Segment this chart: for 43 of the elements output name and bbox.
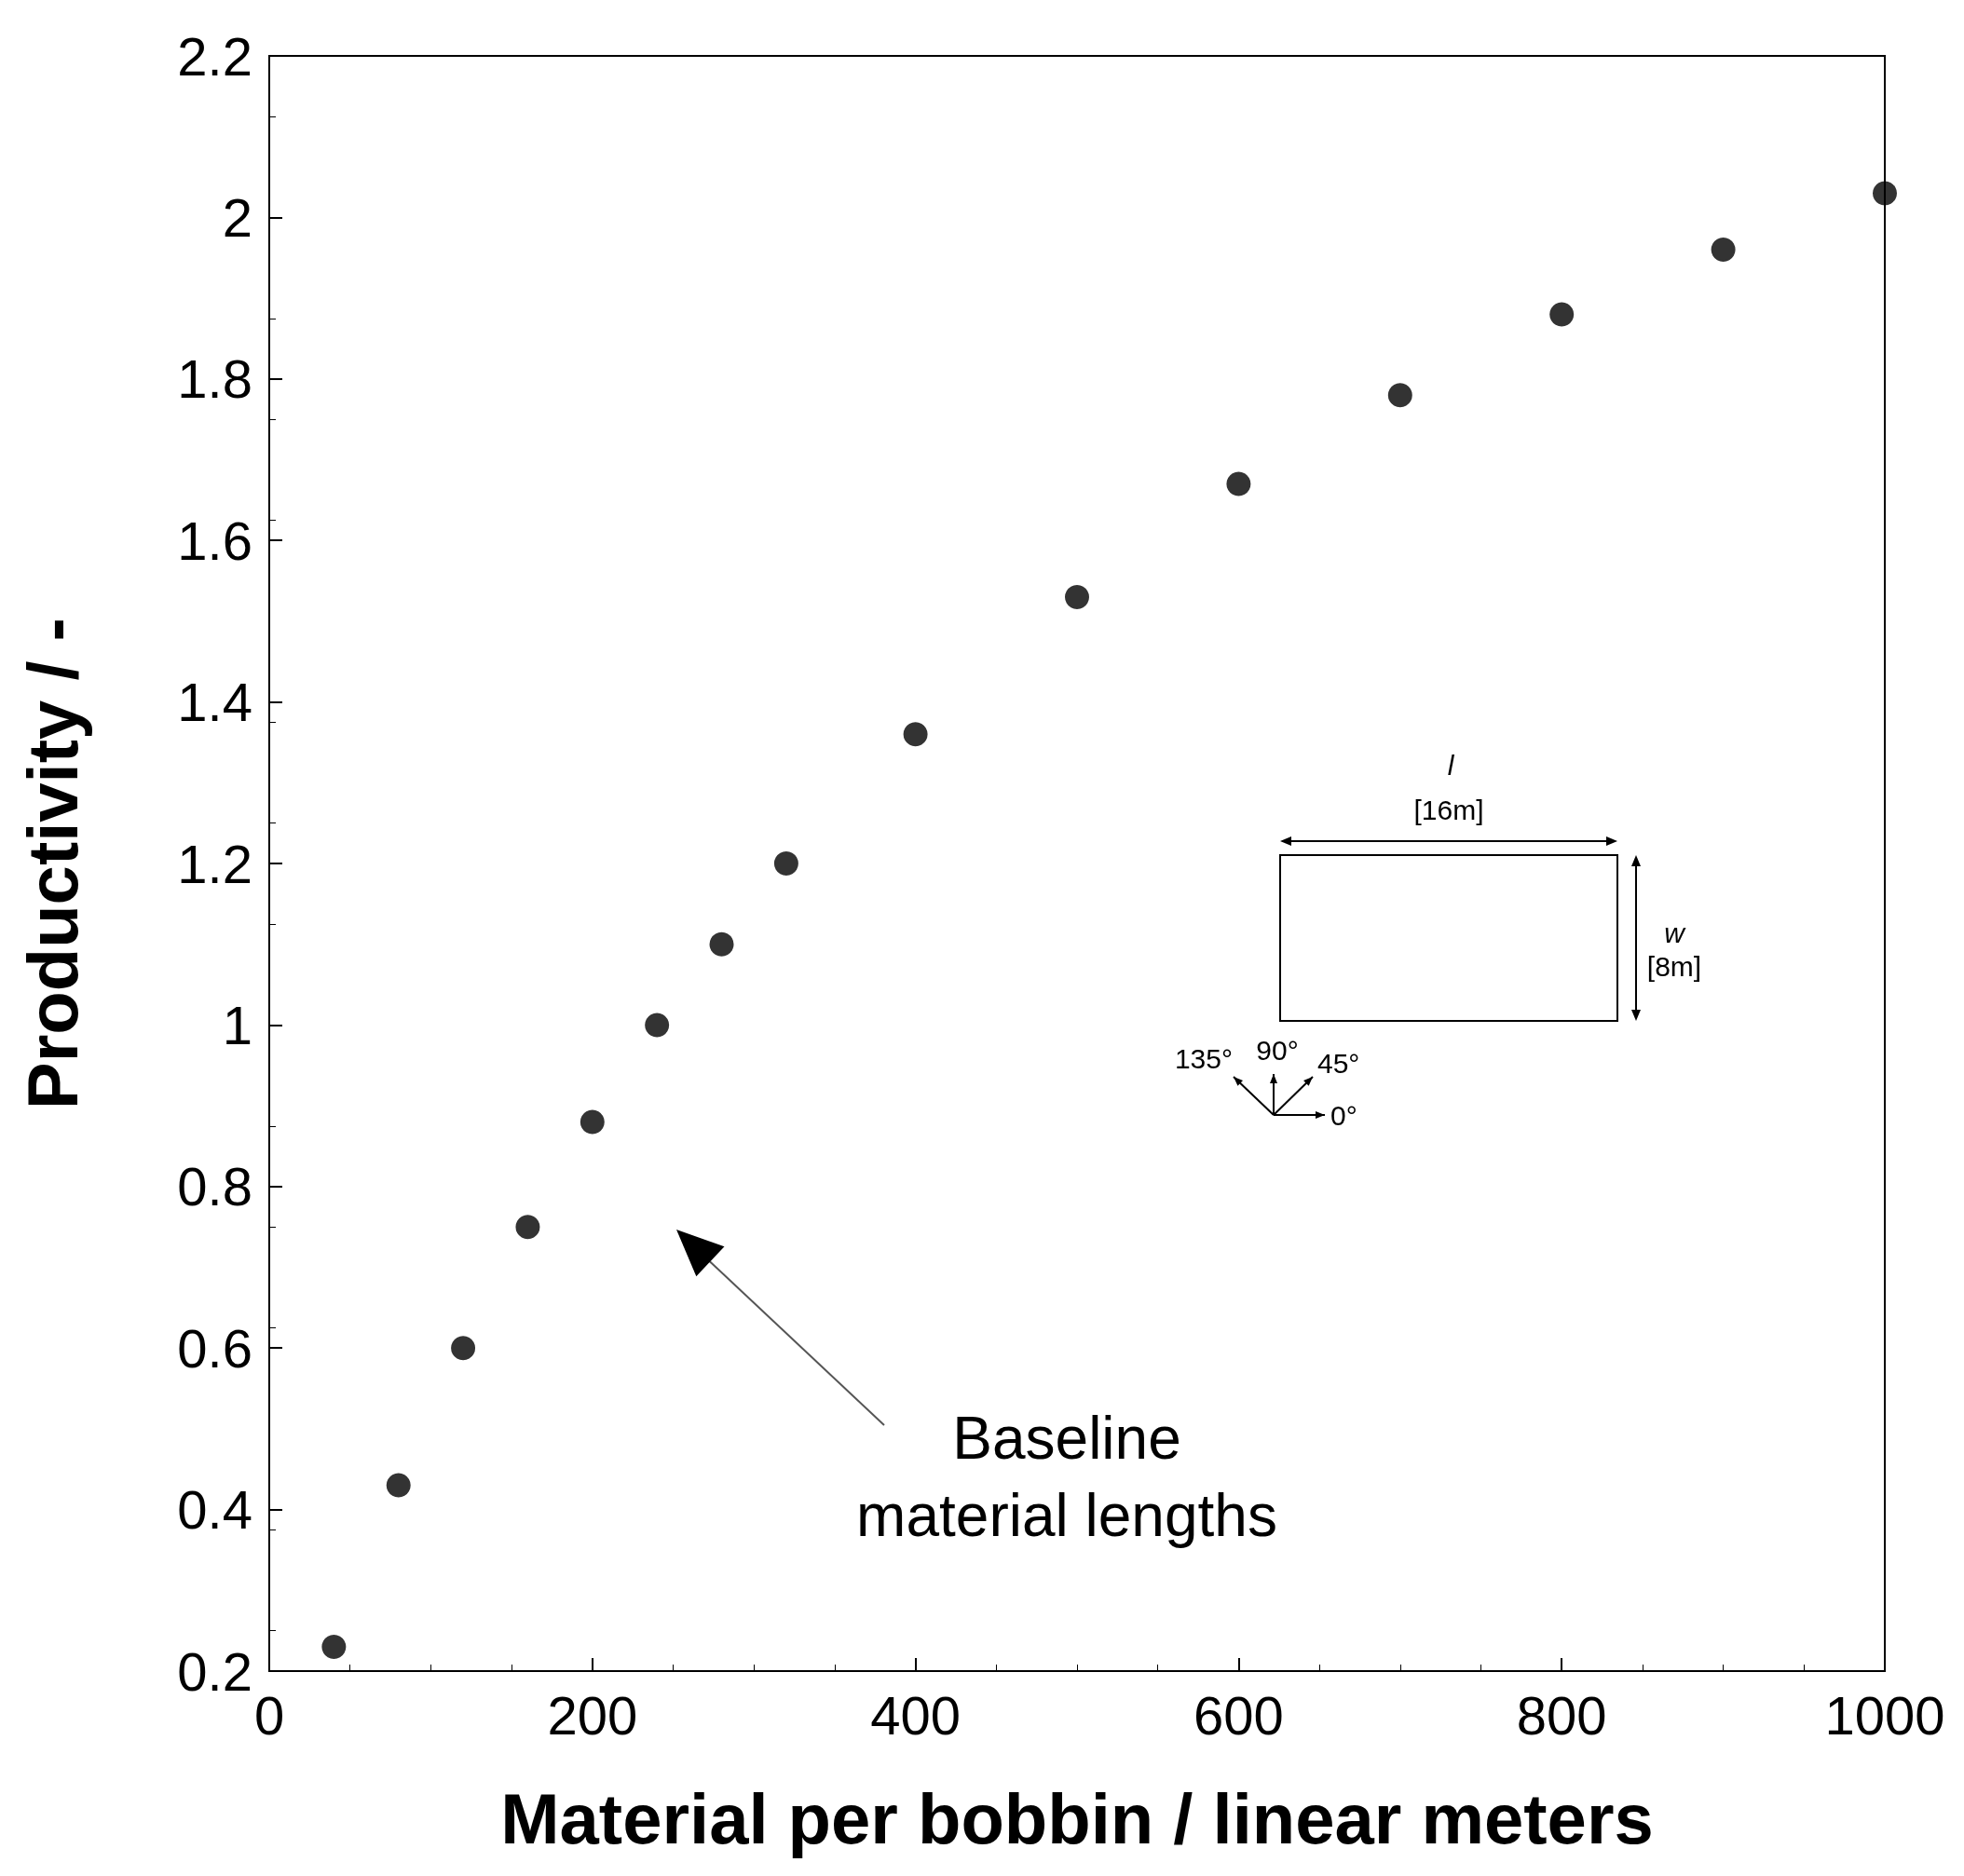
x-tick-label: 1000 bbox=[1824, 1684, 1945, 1746]
x-tick-label: 0 bbox=[253, 1684, 285, 1746]
y-tick-label: 2 bbox=[222, 186, 252, 248]
x-tick-label: 600 bbox=[1193, 1684, 1284, 1746]
y-tick-label: 2.2 bbox=[177, 25, 252, 87]
point bbox=[903, 722, 928, 747]
y-tick-label: 0.6 bbox=[177, 1317, 252, 1379]
annotation: Baseline material lengths bbox=[856, 1405, 1277, 1550]
point bbox=[1711, 238, 1736, 263]
x-tick-label: 200 bbox=[547, 1684, 638, 1746]
annotation: 90° bbox=[1256, 1035, 1299, 1066]
x-tick-label: 400 bbox=[870, 1684, 961, 1746]
point bbox=[580, 1109, 605, 1135]
x-tick-label: 800 bbox=[1516, 1684, 1607, 1746]
annotation: 135° bbox=[1174, 1043, 1233, 1074]
y-tick-label: 0.2 bbox=[177, 1640, 252, 1702]
point bbox=[709, 931, 734, 957]
annotation: [16m] bbox=[1413, 795, 1484, 825]
point bbox=[1549, 302, 1575, 327]
point bbox=[773, 851, 798, 876]
point bbox=[1387, 383, 1412, 408]
y-tick-label: 1.4 bbox=[177, 672, 252, 733]
x-axis-title: Material per bobbin / linear meters bbox=[500, 1778, 1654, 1858]
annotation: l bbox=[1447, 750, 1455, 781]
point bbox=[1226, 471, 1251, 496]
y-tick-label: 1 bbox=[222, 994, 252, 1055]
point bbox=[1873, 181, 1897, 206]
point bbox=[645, 1013, 670, 1038]
y-tick-label: 1.8 bbox=[177, 348, 252, 410]
point bbox=[1065, 584, 1089, 609]
annotation: 45° bbox=[1317, 1048, 1360, 1079]
y-tick-label: 1.2 bbox=[177, 833, 252, 894]
y-tick-label: 1.6 bbox=[177, 510, 252, 571]
point bbox=[515, 1215, 540, 1240]
y-tick-label: 0.4 bbox=[177, 1479, 252, 1541]
y-tick-label: 0.8 bbox=[177, 1156, 252, 1217]
point bbox=[451, 1336, 476, 1361]
annotation: w bbox=[1664, 918, 1687, 948]
y-axis-title: Productivity / - bbox=[12, 618, 92, 1109]
point bbox=[386, 1473, 411, 1498]
point bbox=[321, 1635, 347, 1659]
annotation: [8m] bbox=[1646, 951, 1702, 982]
annotation: 0° bbox=[1330, 1100, 1357, 1131]
